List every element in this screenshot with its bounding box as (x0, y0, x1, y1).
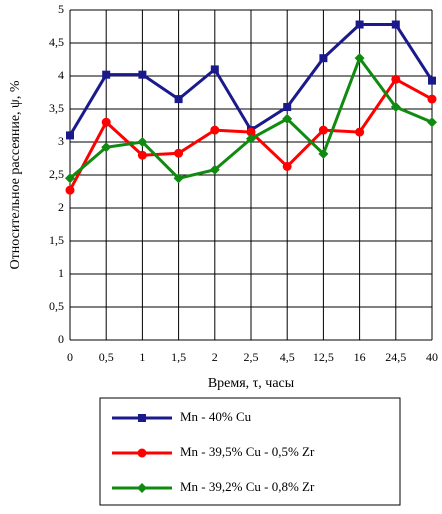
x-tick-label: 12,5 (313, 350, 334, 364)
x-tick-label: 4,5 (280, 350, 295, 364)
x-tick-label: 16 (354, 350, 366, 364)
data-point (355, 20, 364, 29)
data-point (355, 127, 365, 137)
data-point (318, 148, 329, 159)
x-axis-label: Время, τ, часы (208, 376, 295, 391)
legend-marker (137, 483, 147, 493)
data-point (282, 161, 292, 171)
x-tick-label: 0,5 (99, 350, 114, 364)
y-tick-label: 1,5 (49, 233, 64, 247)
data-point (65, 185, 75, 195)
data-point (209, 164, 220, 175)
data-point (391, 20, 400, 29)
legend-label: Mn - 39,5% Cu - 0,5% Zr (180, 444, 315, 459)
data-point (174, 148, 184, 158)
data-point (102, 70, 111, 79)
legend-marker (137, 448, 147, 458)
data-point (428, 76, 436, 85)
y-tick-label: 2 (58, 200, 64, 214)
y-tick-label: 1 (58, 266, 64, 280)
legend-label: Mn - 40% Cu (180, 409, 252, 424)
data-point (246, 127, 256, 137)
x-tick-label: 40 (426, 350, 438, 364)
data-point (173, 173, 184, 184)
data-point (282, 113, 293, 124)
legend-marker (138, 414, 146, 422)
x-tick-label: 2,5 (244, 350, 259, 364)
x-tick-label: 24,5 (385, 350, 406, 364)
data-point (101, 142, 112, 153)
y-tick-label: 0 (58, 332, 64, 346)
y-tick-label: 2,5 (49, 167, 64, 181)
data-point (210, 65, 219, 74)
data-point (319, 54, 328, 63)
y-axis-label: Относительное рассеяние, ψ, % (8, 80, 23, 269)
data-point (283, 103, 292, 112)
x-tick-label: 1,5 (171, 350, 186, 364)
data-point (138, 70, 147, 79)
x-tick-label: 2 (212, 350, 218, 364)
legend-label: Mn - 39,2% Cu - 0,8% Zr (180, 479, 315, 494)
data-point (210, 125, 220, 135)
y-tick-label: 3 (58, 134, 64, 148)
data-point (318, 125, 328, 135)
data-point (137, 150, 147, 160)
x-tick-label: 0 (67, 350, 73, 364)
data-point (65, 173, 75, 184)
y-tick-label: 0,5 (49, 299, 64, 313)
y-tick-label: 3,5 (49, 101, 64, 115)
data-point (427, 117, 437, 128)
data-point (246, 133, 256, 144)
data-point (391, 74, 401, 84)
y-tick-label: 5 (58, 2, 64, 16)
data-point (101, 117, 111, 127)
data-point (66, 131, 74, 140)
y-tick-label: 4 (58, 68, 64, 82)
data-point (354, 53, 365, 64)
data-point (174, 95, 183, 104)
data-point (390, 102, 401, 113)
data-point (137, 137, 148, 147)
y-tick-label: 4,5 (49, 35, 64, 49)
x-tick-label: 1 (139, 350, 145, 364)
data-point (427, 94, 437, 104)
